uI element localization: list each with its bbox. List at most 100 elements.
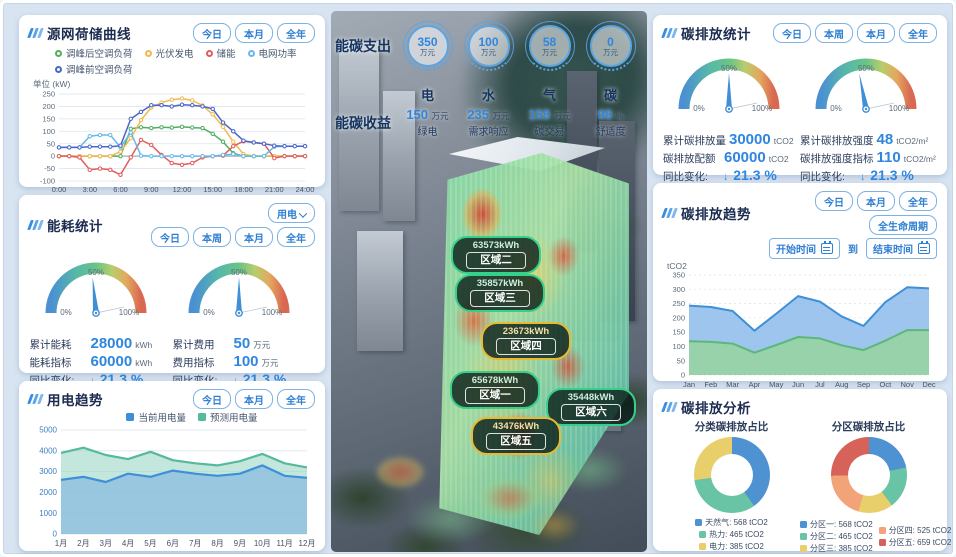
expense-value: 100: [478, 34, 499, 49]
svg-text:250: 250: [672, 299, 685, 308]
panel-carbon-stats: 碳排放统计 今日 本周 本月 全年 50% 0% 100% 累计碳排放量 30000 tCO2 碳…: [653, 15, 947, 183]
panel-title-icon: [27, 220, 44, 230]
legend-marker: [205, 49, 213, 57]
stat-value: 60000: [90, 353, 133, 370]
income-stat: 150 万元 绿电: [397, 107, 458, 138]
stat-unit: kWh: [135, 358, 153, 368]
legend-item: 当前用电量: [126, 410, 186, 424]
panel-title: 碳排放趋势: [681, 207, 751, 222]
panel-title: 能耗统计: [47, 219, 103, 234]
legend-item: 调峰前空调负荷: [55, 62, 133, 76]
stat-unit: tCO2: [768, 154, 789, 164]
svg-text:Oct: Oct: [880, 380, 893, 389]
svg-text:1月: 1月: [55, 539, 67, 548]
svg-text:Jan: Jan: [683, 380, 695, 389]
svg-text:100: 100: [672, 342, 685, 351]
filter-button[interactable]: 本月: [235, 389, 273, 409]
zone-label[interactable]: 63573kWh 区域二: [451, 236, 541, 274]
zone-energy-value: 63573kWh: [472, 240, 520, 251]
filter-button[interactable]: 本月: [235, 227, 273, 247]
filter-button[interactable]: 全年: [899, 191, 937, 211]
zone-label[interactable]: 35857kWh 区域三: [455, 274, 545, 312]
filter-button[interactable]: 今日: [773, 23, 811, 43]
filter-button[interactable]: 今日: [193, 23, 231, 43]
legend-marker: [198, 413, 206, 421]
donut-chart: [830, 437, 907, 513]
legend-marker: [144, 49, 152, 57]
svg-text:0: 0: [51, 152, 55, 161]
svg-text:10月: 10月: [254, 539, 271, 548]
svg-text:12:00: 12:00: [173, 185, 192, 194]
zone-name: 区域五: [486, 433, 546, 450]
svg-text:50%: 50%: [858, 64, 874, 73]
gauge-block: 50%0%100%累计能耗28000kWh能耗指标60000kWh同比变化:↓2…: [30, 249, 172, 388]
end-date-picker[interactable]: 结束时间: [866, 238, 937, 259]
zone-label[interactable]: 35448kWh 区域六: [546, 388, 636, 426]
legend-item: 天然气: 568 tCO2: [695, 517, 768, 528]
start-date-picker[interactable]: 开始时间: [769, 238, 840, 259]
income-stat: 158 万元 碳交易: [519, 107, 580, 138]
filter-button[interactable]: 全年: [899, 23, 937, 43]
svg-text:Nov: Nov: [901, 380, 915, 389]
panel-title: 碳排放分析: [681, 401, 751, 416]
filter-button[interactable]: 今日: [151, 227, 189, 247]
legend-item: 分区三: 385 tCO2: [800, 543, 873, 554]
expense-category-name: 碳: [603, 88, 617, 103]
stat-unit: kWh: [135, 340, 153, 350]
legend-label: 天然气: 568 tCO2: [705, 518, 768, 527]
legend-label: 预测用电量: [210, 413, 258, 424]
filter-button[interactable]: 全年: [277, 389, 315, 409]
svg-text:0%: 0%: [830, 104, 842, 113]
legend-item: 分区一: 568 tCO2: [800, 519, 873, 530]
stat-unit: tCO2/m²: [896, 136, 929, 146]
filter-button[interactable]: 本周: [193, 227, 231, 247]
income-unit: 万元: [553, 111, 571, 121]
svg-text:150: 150: [672, 328, 685, 337]
filter-button[interactable]: 全年: [277, 23, 315, 43]
filter-button[interactable]: 全生命周期: [869, 215, 937, 235]
donut-title: 分区碳排放占比: [831, 421, 906, 433]
gauge-block: 50% 0% 100% 累计碳排放量 30000 tCO2 碳排放配额 60000 tCO2 同比…: [663, 45, 800, 184]
svg-text:200: 200: [672, 313, 685, 322]
stat-label: 碳排放配额: [663, 153, 716, 165]
income-stat: 98 % 舒适度: [580, 107, 641, 138]
svg-text:100%: 100%: [752, 104, 772, 113]
svg-text:50%: 50%: [230, 268, 246, 277]
donut-legend: 分区一: 568 tCO2 分区二: 465 tCO2 分区三: 385 tCO2 分…: [800, 517, 951, 554]
filter-button[interactable]: 全年: [277, 227, 315, 247]
svg-text:-50: -50: [44, 164, 55, 173]
svg-text:-100: -100: [40, 177, 55, 186]
svg-text:4月: 4月: [122, 539, 134, 548]
svg-text:Dec: Dec: [922, 380, 936, 389]
svg-text:3000: 3000: [39, 467, 57, 476]
carbon-trend-area-chart: 0 50 100 150 200 250 300 350 Jan Feb Mar Apr May Jun J…: [663, 271, 937, 394]
svg-text:6月: 6月: [167, 539, 179, 548]
stat-value: 110: [876, 149, 901, 166]
svg-text:0%: 0%: [693, 104, 705, 113]
zone-label[interactable]: 43476kWh 区域五: [471, 417, 561, 455]
stat-row: 累计费用 50 万元: [173, 335, 315, 352]
svg-text:50: 50: [47, 139, 55, 148]
expense-category-name: 电: [420, 88, 434, 103]
filter-button[interactable]: 今日: [193, 389, 231, 409]
stat-label: 费用指标: [172, 357, 215, 369]
filter-button[interactable]: 本月: [857, 23, 895, 43]
zone-label[interactable]: 23673kWh 区域四: [481, 322, 571, 360]
filter-button[interactable]: 今日: [815, 191, 853, 211]
legend-marker: [878, 526, 886, 534]
legend-marker: [800, 520, 807, 528]
legend-item: 电网功率: [247, 46, 297, 60]
zone-label[interactable]: 65678kWh 区域一: [450, 371, 540, 409]
panel-title: 用电趋势: [47, 393, 103, 408]
expense-value: 350: [417, 34, 438, 49]
filter-button[interactable]: 本月: [857, 191, 895, 211]
svg-text:0:00: 0:00: [52, 185, 67, 194]
svg-text:9:00: 9:00: [144, 185, 159, 194]
stat-value: 60000: [724, 149, 766, 166]
energy-type-dropdown[interactable]: 用电: [268, 203, 315, 223]
filter-button[interactable]: 本周: [815, 23, 853, 43]
y-axis-unit: tCO2: [667, 261, 687, 271]
filter-button[interactable]: 本月: [235, 23, 273, 43]
legend-marker: [695, 519, 703, 526]
